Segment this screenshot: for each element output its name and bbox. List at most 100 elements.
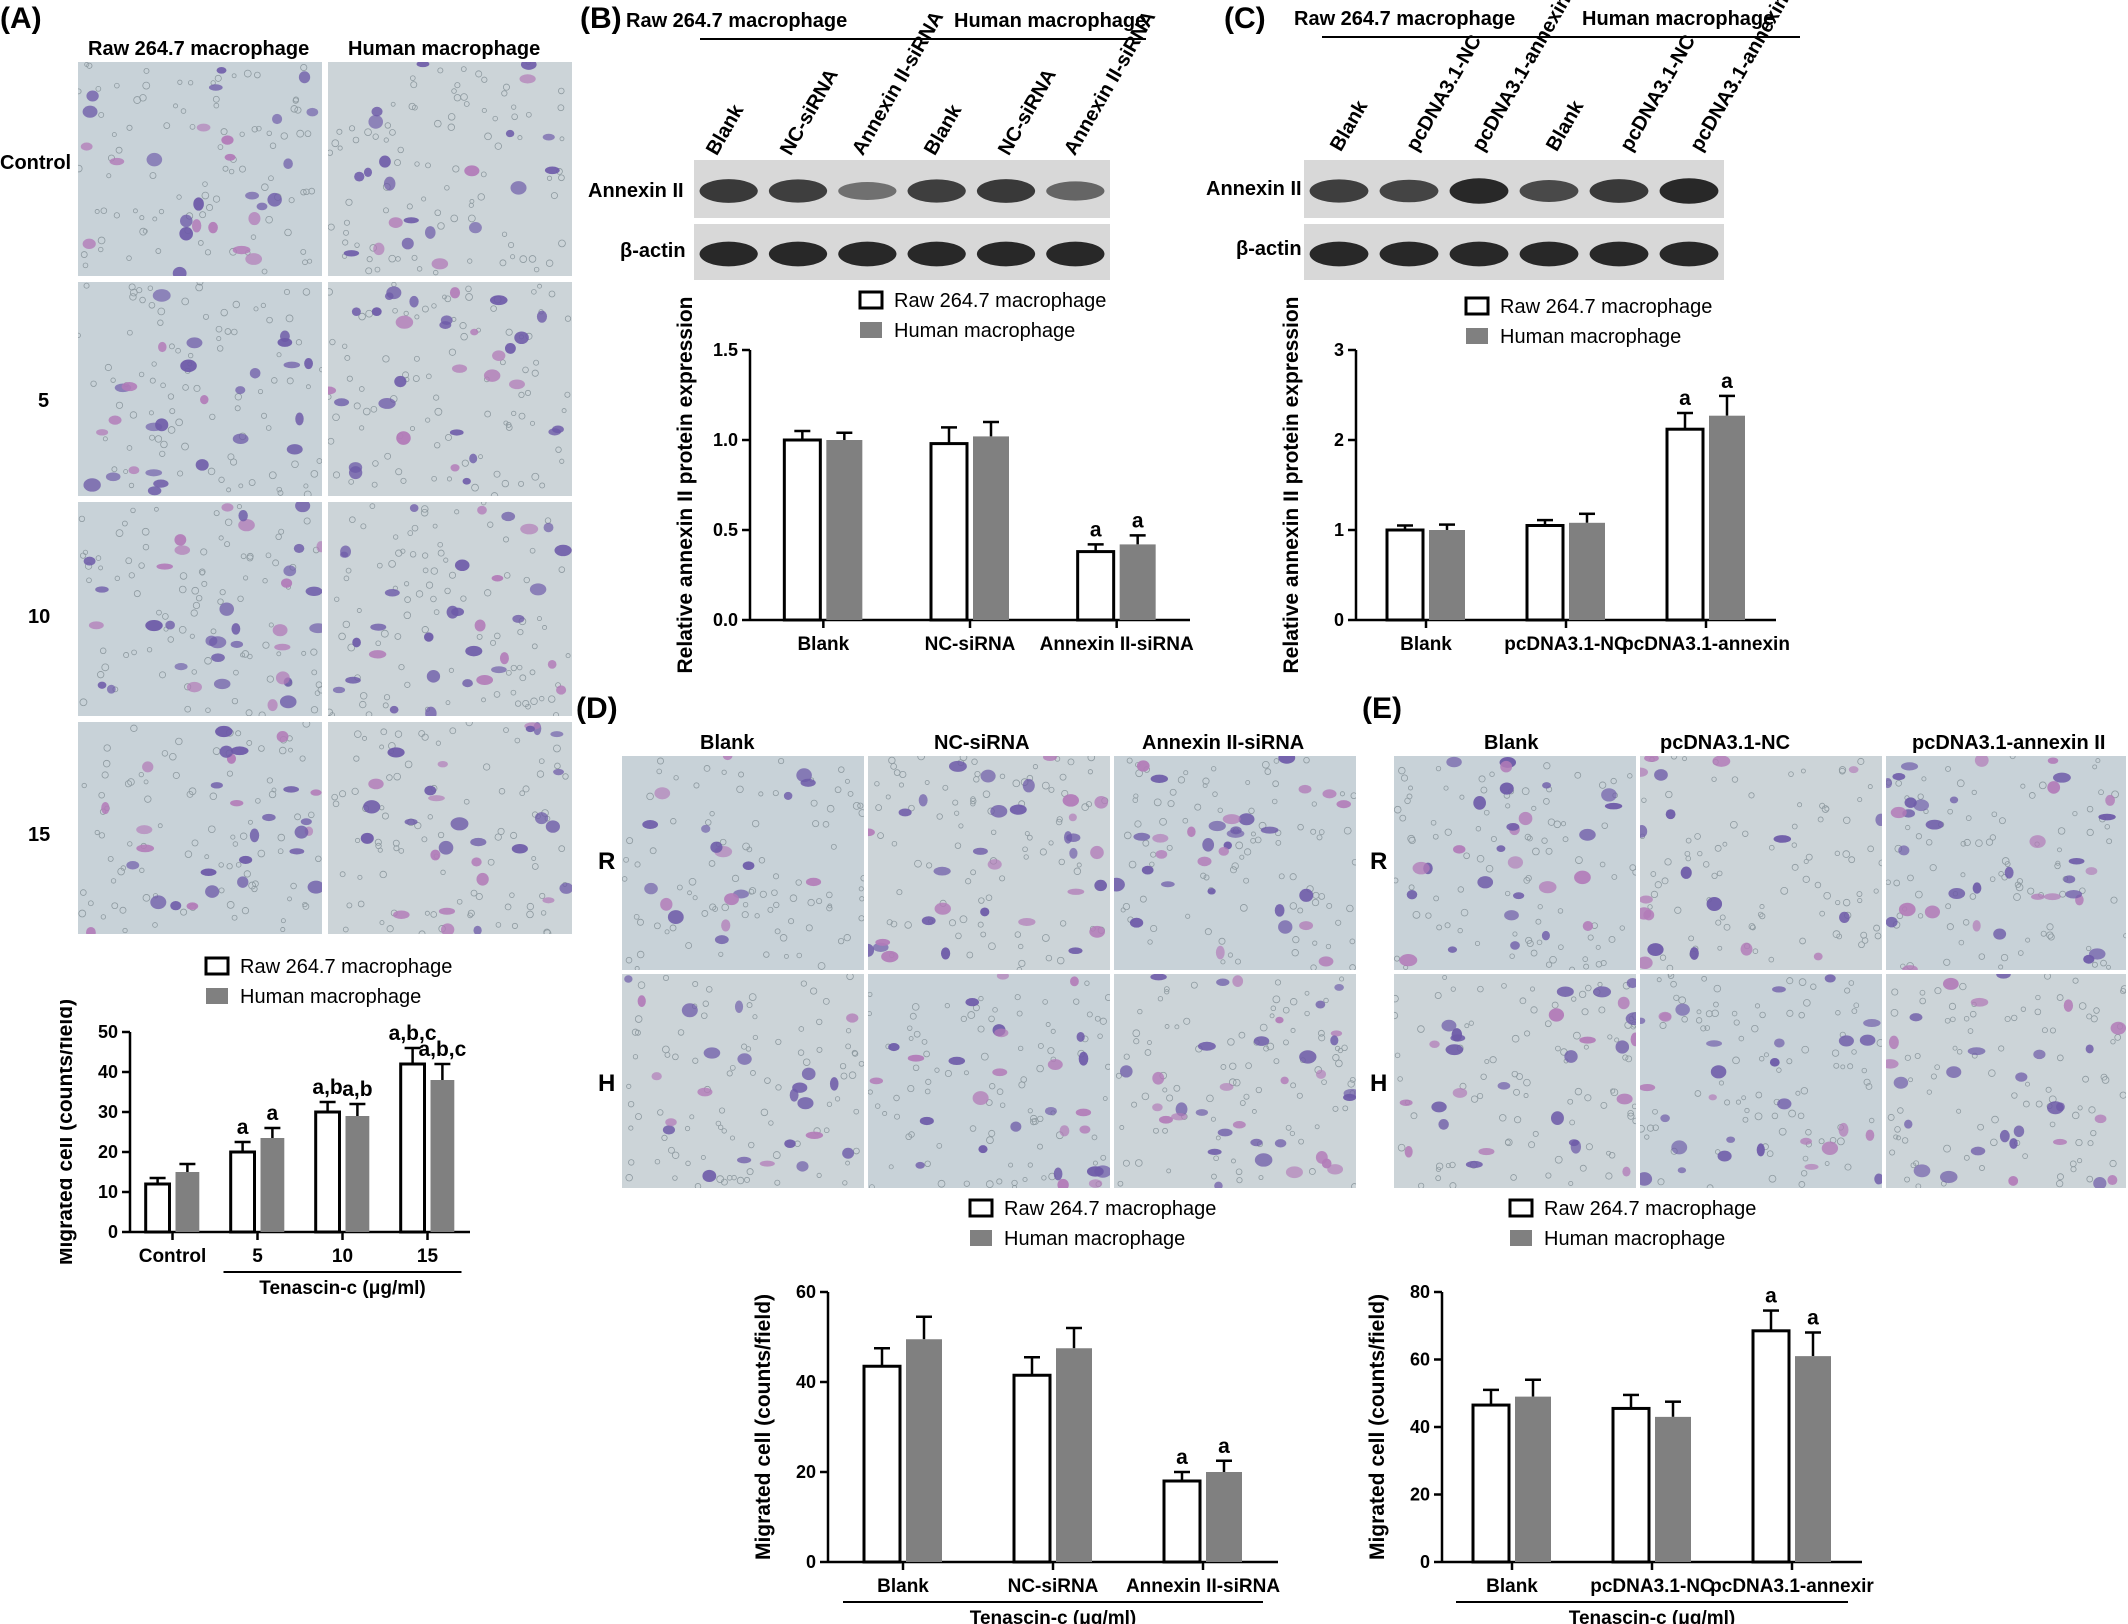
bar xyxy=(1665,427,1705,622)
panel-d-col-annexin: Annexin II-siRNA xyxy=(1142,732,1305,754)
lane-label: pcDNA3.1-NC xyxy=(1616,31,1701,156)
blot-actin-c xyxy=(1304,224,1724,280)
y-tick-label: 0 xyxy=(1420,1552,1430,1572)
bar xyxy=(1471,1403,1511,1564)
panel-a-row-10: 10 xyxy=(28,606,51,628)
x-tick-label: pcDNA3.1-annexir xyxy=(1710,1576,1874,1597)
panel-e-col-blank: Blank xyxy=(1484,732,1539,754)
significance-label: a,b xyxy=(312,1076,342,1099)
micrograph xyxy=(1640,756,1882,970)
panel-b-group-raw: Raw 264.7 macrophage xyxy=(626,10,848,32)
x-tick-label: Blank xyxy=(797,634,849,655)
blot-band xyxy=(768,241,828,267)
significance-label: a xyxy=(1176,1446,1188,1469)
y-tick-label: 0 xyxy=(108,1222,118,1242)
legend-label: Raw 264.7 macrophage xyxy=(894,290,1106,312)
bar xyxy=(862,1364,902,1564)
y-tick-label: 40 xyxy=(1410,1417,1430,1437)
x-axis-label: Tenascin-c (μg/ml) xyxy=(259,1278,425,1299)
legend-label: Human macrophage xyxy=(894,320,1075,342)
y-tick-label: 20 xyxy=(796,1462,816,1482)
bar xyxy=(1655,1416,1691,1562)
panel-e-row-h: H xyxy=(1370,1070,1388,1097)
significance-label: a xyxy=(1218,1435,1230,1458)
y-tick-label: 40 xyxy=(796,1372,816,1392)
x-tick-label: Blank xyxy=(877,1576,929,1597)
blot-band xyxy=(1519,179,1579,203)
bar xyxy=(260,1138,285,1232)
y-axis-label: Migrated cell (counts/field) xyxy=(1366,1294,1389,1560)
blot-band xyxy=(1309,241,1369,267)
panel-letter-a: (A) xyxy=(0,2,42,35)
panel-e-col-annexin: pcDNA3.1-annexin II xyxy=(1912,732,2106,754)
panel-e-col-nc: pcDNA3.1-NC xyxy=(1660,732,1791,754)
y-axis-label: Migrated cell (counts/field) xyxy=(60,999,77,1265)
bar xyxy=(1525,524,1565,622)
x-tick-label: pcDNA3.1-annexin xyxy=(1622,634,1790,655)
x-tick-label: Annexin II-siRNA xyxy=(1040,634,1194,655)
blot-annexin-b xyxy=(694,160,1110,218)
significance-label: a,b,c xyxy=(389,1022,437,1045)
blot-band xyxy=(838,182,897,200)
y-tick-label: 0 xyxy=(806,1552,816,1572)
blot-band xyxy=(1046,181,1105,201)
bar xyxy=(1119,544,1156,620)
micrograph xyxy=(1114,974,1356,1188)
panel-c-group-raw: Raw 264.7 macrophage xyxy=(1294,8,1516,30)
blot-band xyxy=(1659,178,1719,204)
bar xyxy=(1162,1479,1202,1564)
blot-band xyxy=(1449,241,1509,267)
x-tick-label: Blank xyxy=(1486,1576,1538,1597)
bar xyxy=(229,1150,256,1234)
blot-band xyxy=(699,241,758,267)
blot-band xyxy=(1379,179,1439,203)
significance-label: a,b xyxy=(342,1078,372,1101)
y-tick-label: 0.5 xyxy=(713,520,738,540)
blot-band xyxy=(1589,241,1649,267)
bar xyxy=(973,436,1009,620)
bar xyxy=(906,1339,942,1562)
panel-letter-d: (D) xyxy=(576,692,618,725)
micrograph xyxy=(78,62,322,276)
blot-band xyxy=(907,179,966,203)
x-tick-label: NC-siRNA xyxy=(1008,1576,1099,1597)
y-tick-label: 0.0 xyxy=(713,610,738,630)
legend-label: Human macrophage xyxy=(240,986,421,1008)
bar-chart-d: 0 20 40 60 Migrated cell (counts/field) Blank… xyxy=(752,1198,1280,1624)
blot-band xyxy=(1589,179,1649,203)
micrograph xyxy=(328,502,572,716)
bar xyxy=(1515,1396,1551,1562)
panel-letter-e: (E) xyxy=(1362,692,1402,725)
y-tick-label: 80 xyxy=(1410,1282,1430,1302)
band-label-annexin: Annexin II xyxy=(588,180,684,202)
legend-swatch xyxy=(968,1198,994,1218)
lane-label: Blank xyxy=(920,100,967,159)
legend-swatch xyxy=(858,290,884,310)
panel-letter-b: (B) xyxy=(580,2,622,35)
panel-d-row-h: H xyxy=(598,1070,616,1097)
micrograph xyxy=(868,756,1110,970)
legend-swatch xyxy=(1508,1198,1534,1218)
bar xyxy=(314,1110,341,1234)
group-underline xyxy=(700,38,946,40)
blot-band xyxy=(907,241,966,267)
band-label-actin: β-actin xyxy=(1236,238,1302,260)
x-tick-label: Control xyxy=(139,1246,207,1267)
micrograph xyxy=(1886,756,2126,970)
legend-swatch xyxy=(1466,328,1488,344)
blot-band xyxy=(699,179,758,203)
panel-a-row-15: 15 xyxy=(28,824,51,846)
blot-band xyxy=(1519,241,1579,267)
significance-label: a xyxy=(1807,1307,1819,1330)
legend-swatch xyxy=(204,956,230,976)
y-tick-label: 2 xyxy=(1334,430,1344,450)
legend-label: Human macrophage xyxy=(1544,1228,1725,1250)
bar xyxy=(1611,1406,1651,1564)
blot-band xyxy=(1309,179,1369,203)
y-tick-label: 3 xyxy=(1334,340,1344,360)
panel-d-col-nc: NC-siRNA xyxy=(934,732,1030,754)
group-underline xyxy=(1574,36,1800,38)
bar xyxy=(175,1172,200,1232)
blot-band xyxy=(1659,241,1719,267)
panel-d-col-blank: Blank xyxy=(700,732,755,754)
